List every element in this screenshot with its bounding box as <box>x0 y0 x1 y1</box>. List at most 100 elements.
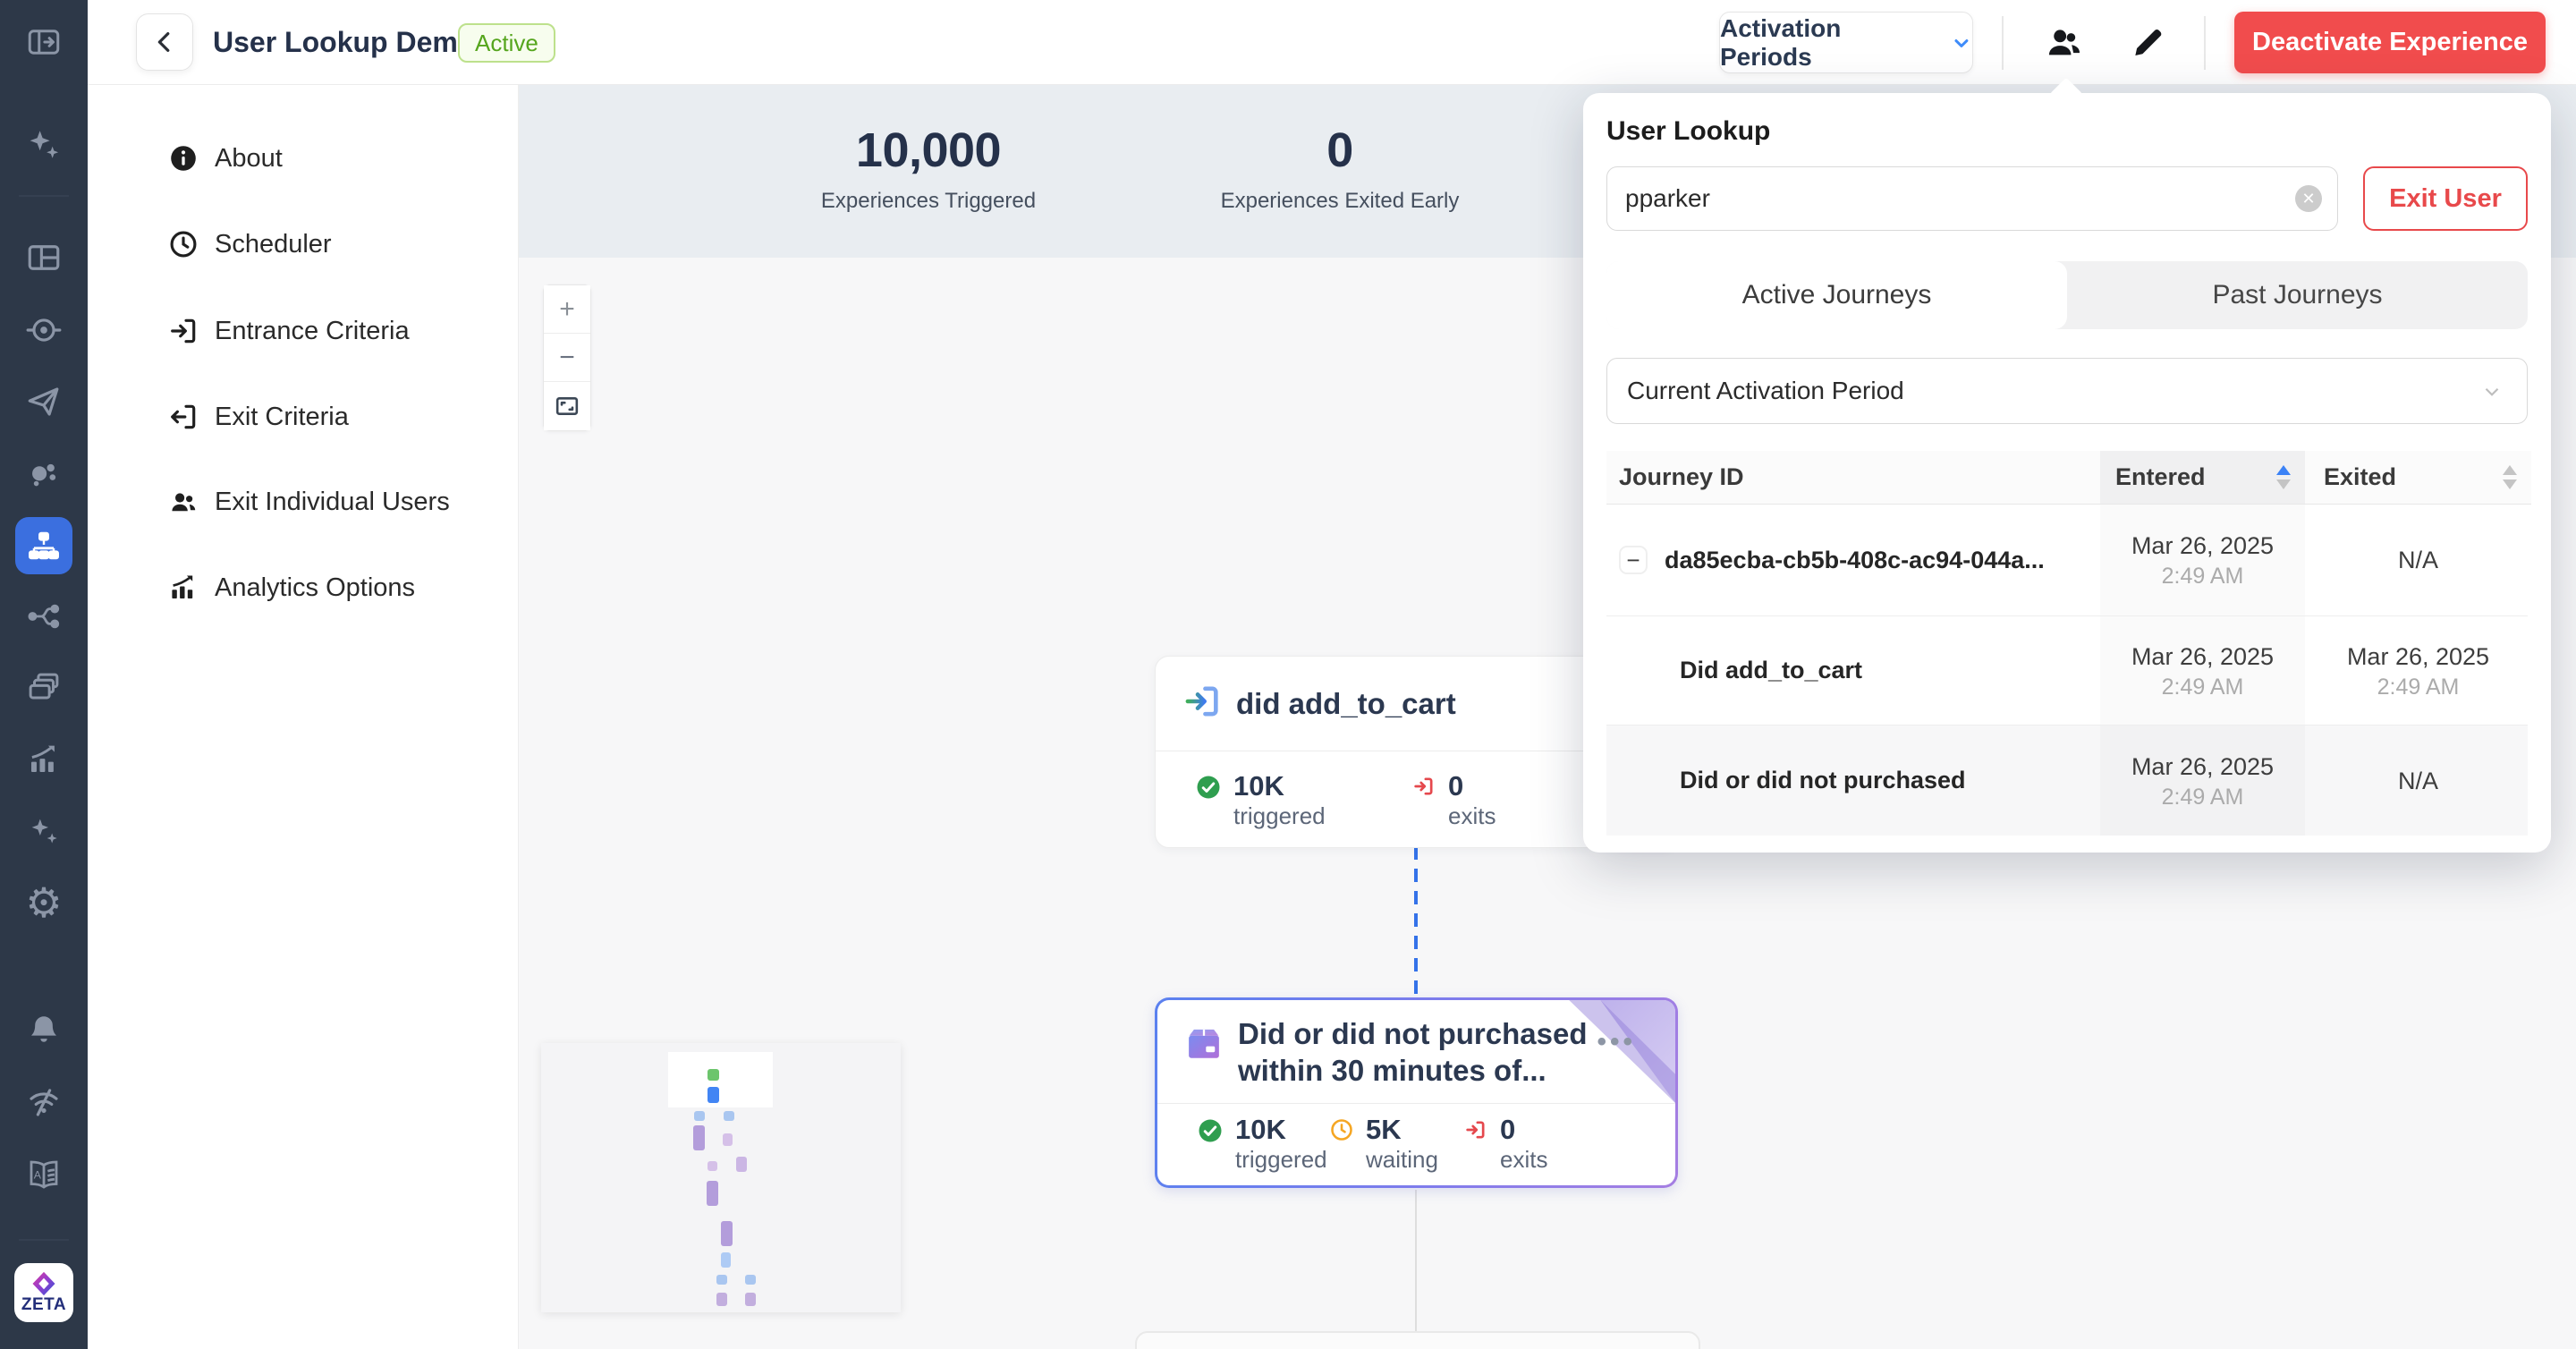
node-title-line1: Did or did not purchased <box>1238 1017 1588 1050</box>
sidebar-item-exit-individual-users[interactable]: Exit Individual Users <box>88 476 519 528</box>
node-stat-exits: 0 exits <box>1411 771 1496 830</box>
node-partial-bottom[interactable] <box>1135 1331 1700 1349</box>
journey-map-icon-active[interactable] <box>15 517 72 574</box>
check-circle-icon <box>1195 774 1222 805</box>
popover-title: User Lookup <box>1606 116 1771 146</box>
activation-period-value: Current Activation Period <box>1627 377 1904 404</box>
signal-icon[interactable] <box>0 1073 88 1131</box>
collapse-row-button[interactable]: − <box>1619 546 1648 574</box>
stat-value: 5K <box>1366 1114 1402 1145</box>
tab-past-journeys[interactable]: Past Journeys <box>2212 280 2383 310</box>
minimap-node <box>745 1293 756 1306</box>
topbar-divider <box>2204 16 2206 70</box>
tab-active-journeys[interactable]: Active Journeys <box>1606 261 2067 329</box>
settings-gear-icon[interactable]: ⚙ <box>25 879 63 926</box>
clear-search-icon[interactable]: ✕ <box>2295 185 2322 212</box>
cards-icon[interactable] <box>0 659 88 717</box>
growth-chart-icon[interactable] <box>0 731 88 788</box>
sidebar-item-about[interactable]: About <box>88 132 519 184</box>
entrance-node-icon <box>1182 681 1223 726</box>
minimap-viewport[interactable] <box>668 1052 773 1107</box>
node-stat-waiting: 5K waiting <box>1329 1115 1438 1174</box>
stat-label: exits <box>1500 1146 1548 1173</box>
chevron-down-icon <box>1954 38 1969 47</box>
stat-value: 0 <box>1448 770 1464 802</box>
minimap[interactable] <box>541 1043 901 1312</box>
exit-red-icon <box>1411 774 1436 803</box>
table-row-step[interactable]: Did or did not purchased Mar 26, 2025 2:… <box>1606 725 2528 836</box>
flow-split-icon[interactable] <box>0 588 88 645</box>
column-exited[interactable]: Exited <box>2305 451 2531 505</box>
topbar-divider <box>2002 16 2004 70</box>
stat-value: 0 <box>1326 123 1353 177</box>
stat-value: 0 <box>1500 1114 1516 1145</box>
sidebar-item-scheduler[interactable]: Scheduler <box>88 218 519 270</box>
chevron-down-icon <box>2480 380 2504 408</box>
exit-red-icon <box>1463 1117 1488 1147</box>
node-menu-button[interactable]: ••• <box>1597 1027 1636 1056</box>
activation-periods-label: Activation Periods <box>1720 13 1842 71</box>
audience-icon[interactable] <box>0 445 88 502</box>
user-search-input[interactable] <box>1606 166 2338 231</box>
activation-period-select[interactable]: Current Activation Period <box>1606 358 2528 424</box>
exited-date: N/A <box>2397 547 2438 573</box>
ai-sparkles-icon[interactable] <box>0 116 88 174</box>
sidebar-item-analytics-options[interactable]: Analytics Options <box>88 562 519 614</box>
fit-view-button[interactable] <box>544 382 590 430</box>
exit-user-button[interactable]: Exit User <box>2363 166 2528 231</box>
knowledge-book-icon[interactable]: A <box>0 1146 88 1203</box>
minimap-node <box>707 1181 718 1206</box>
zoom-out-button[interactable]: − <box>544 334 590 382</box>
journey-id: da85ecba-cb5b-408c-ac94-044a... <box>1665 546 2045 573</box>
svg-text:A: A <box>34 1168 42 1181</box>
column-label: Entered <box>2115 463 2206 490</box>
sort-control-entered[interactable] <box>2276 465 2291 489</box>
column-entered[interactable]: Entered <box>2100 451 2305 505</box>
clock-orange-icon <box>1329 1117 1354 1147</box>
exited-date: Mar 26, 2025 <box>2346 642 2490 670</box>
stat-experiences-exited-early: 0 Experiences Exited Early <box>1134 85 1546 214</box>
entered-time: 2:49 AM <box>2161 564 2244 589</box>
table-row-step[interactable]: Did add_to_cart Mar 26, 2025 2:49 AM Mar… <box>1606 616 2528 725</box>
entered-date: Mar 26, 2025 <box>2131 532 2275 559</box>
minimap-node <box>723 1133 733 1146</box>
fit-view-icon <box>555 397 579 415</box>
notifications-bell-icon[interactable] <box>0 1002 88 1059</box>
sparkles-icon[interactable] <box>0 802 88 860</box>
page-title: User Lookup Demo <box>213 26 476 58</box>
info-icon <box>166 141 200 175</box>
stat-label: triggered <box>1235 1146 1327 1173</box>
sort-control-exited[interactable] <box>2503 465 2517 489</box>
entered-date: Mar 26, 2025 <box>2131 752 2275 780</box>
minimap-node <box>745 1275 756 1285</box>
zeta-logo[interactable]: ZETA <box>14 1263 73 1322</box>
exit-icon <box>166 400 200 434</box>
minimap-node <box>708 1069 719 1081</box>
node-did-or-did-not-purchased[interactable]: ••• Did or did not purchased within 30 m… <box>1155 997 1678 1188</box>
table-row-journey[interactable]: − da85ecba-cb5b-408c-ac94-044a... Mar 26… <box>1606 505 2528 616</box>
user-lookup-popover: User Lookup ✕ Exit User Active Journeys … <box>1583 77 2551 853</box>
nav-rail: ⚙ A ZETA <box>0 0 88 1349</box>
zoom-in-button[interactable]: + <box>544 285 590 334</box>
sidebar-item-exit-criteria[interactable]: Exit Criteria <box>88 391 519 443</box>
minimap-node <box>736 1157 747 1172</box>
user-lookup-icon[interactable] <box>2042 21 2085 64</box>
target-icon[interactable] <box>0 301 88 359</box>
status-badge: Active <box>458 23 555 63</box>
deactivate-experience-button[interactable]: Deactivate Experience <box>2234 12 2546 73</box>
sidebar-item-entrance-criteria[interactable]: Entrance Criteria <box>88 305 519 357</box>
send-icon[interactable] <box>0 373 88 430</box>
edit-pencil-icon[interactable] <box>2126 21 2169 64</box>
sidebar-item-label: Exit Criteria <box>215 402 349 431</box>
sidebar-item-label: About <box>215 143 283 173</box>
clock-icon <box>166 227 200 261</box>
check-circle-icon <box>1197 1117 1224 1149</box>
dashboard-icon[interactable] <box>0 229 88 286</box>
activation-periods-button[interactable]: Activation Periods <box>1719 12 1973 73</box>
back-button[interactable] <box>136 13 193 71</box>
exited-time: 2:49 AM <box>2377 674 2460 700</box>
collapse-sidebar-icon[interactable] <box>0 13 88 71</box>
connector-dashed <box>1414 846 1418 998</box>
journeys-table: Journey ID Entered Exited − da85ecba-cb5… <box>1606 451 2531 836</box>
